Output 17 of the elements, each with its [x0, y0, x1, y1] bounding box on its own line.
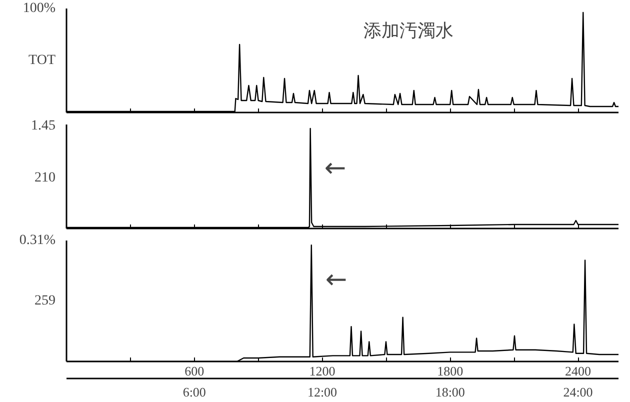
x-tick-label: 600: [184, 364, 204, 378]
text: 0.31%: [19, 233, 56, 248]
text: 100%: [22, 1, 56, 16]
text: 1.45: [31, 118, 56, 134]
y-axis-title: TOT: [28, 53, 56, 68]
x2-tick-label: 12:00: [307, 384, 338, 400]
chart-title: 添加汚濁水: [364, 20, 454, 40]
x2-tick-label: 18:00: [435, 384, 465, 400]
annotation: ←: [325, 265, 348, 296]
y-axis-title: 259: [34, 294, 56, 308]
x-tick-label: 2400: [565, 364, 592, 378]
x2-tick-label: 24:00: [563, 384, 593, 400]
x-tick-label: 1800: [437, 364, 464, 378]
annotation: ←: [324, 154, 346, 184]
x-tick-label: 1200: [309, 364, 336, 378]
x2-tick-label: 6:00: [182, 384, 206, 400]
y-axis-title: 210: [34, 170, 56, 186]
